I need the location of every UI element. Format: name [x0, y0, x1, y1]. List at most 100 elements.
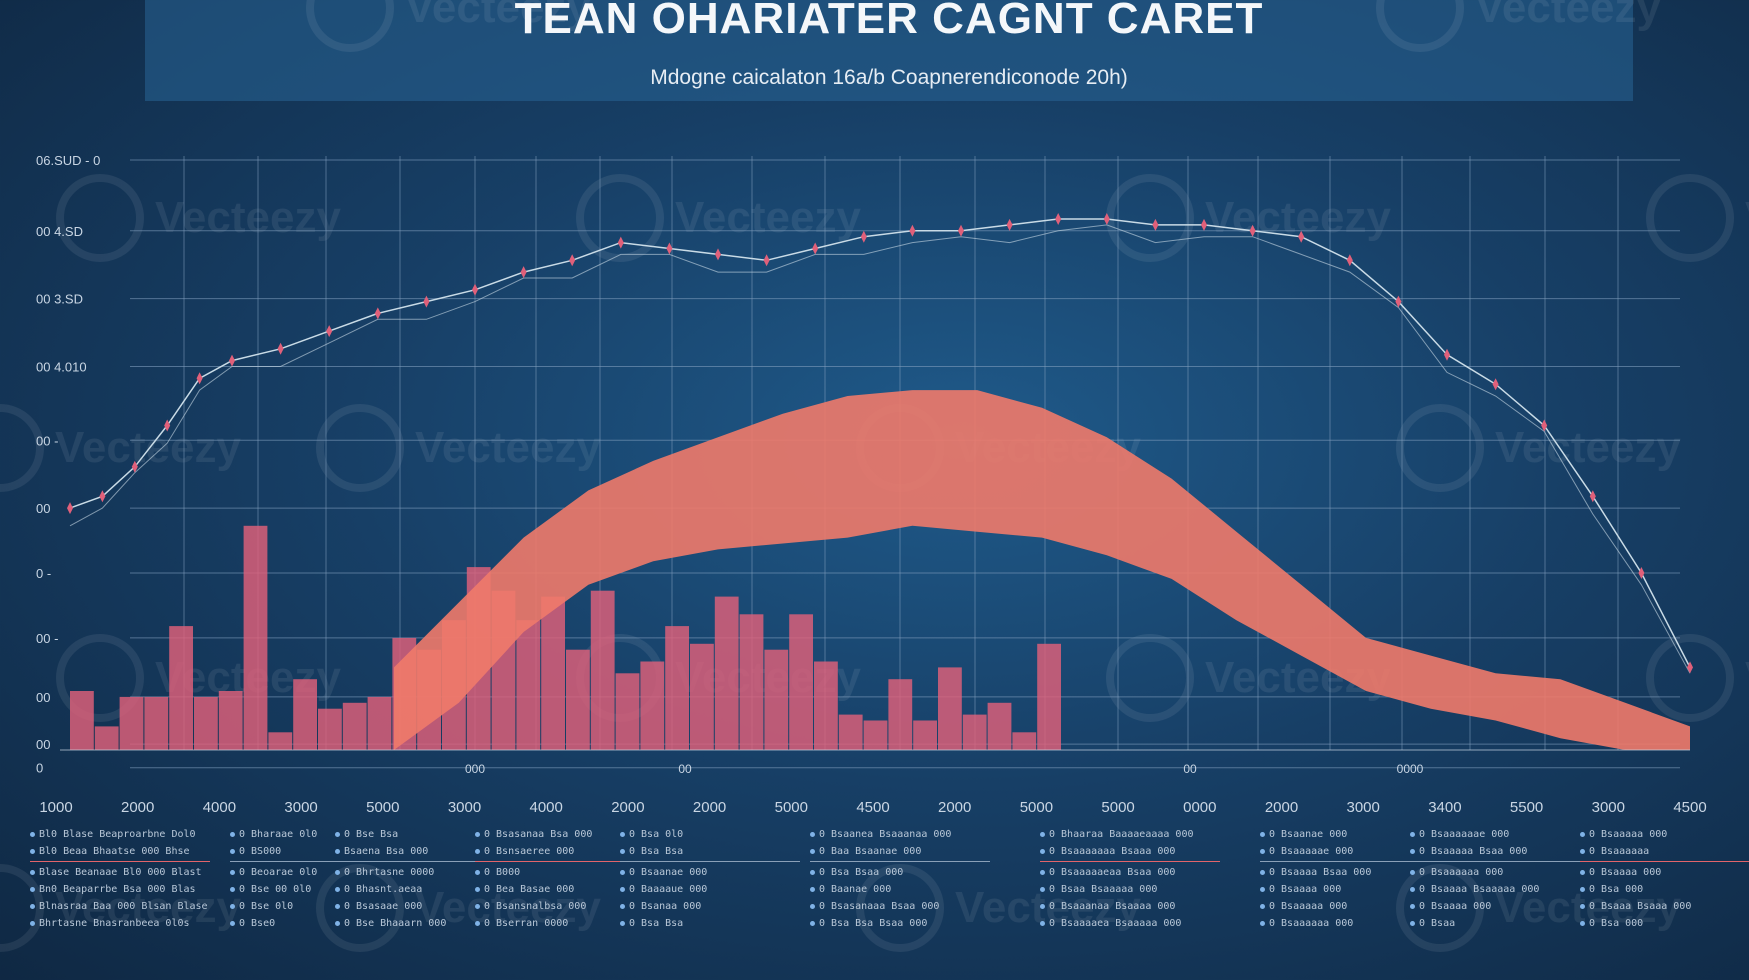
x-tick-label: 5000 [366, 799, 399, 816]
footer-row-text: 0 Baa Bsaanae 000 [819, 846, 922, 857]
line-point [763, 254, 770, 267]
chart-title: TEAN OHARIATER CAGNT CARET [514, 0, 1264, 43]
bar [938, 667, 962, 750]
bullet-icon [620, 886, 625, 892]
footer-row: 0 Bharaae 0l0 [230, 826, 410, 843]
footer-column: Bl0 Blase Beaproarbne Dol0 Bl0 Beaa Bhaat… [30, 826, 210, 932]
bullet-icon [810, 920, 815, 926]
footer-divider [1260, 861, 1440, 862]
line-point [196, 372, 203, 385]
watermark-logo-icon [1106, 634, 1194, 722]
footer-row-text: Bl0 Beaa Bhaatse 000 Bhse [39, 846, 190, 857]
footer-row: 0 Bhaaraa Baaaaeaaaa 000 [1040, 826, 1220, 843]
x-tick-label: 2000 [693, 799, 726, 816]
footer-row-text: 0 Bhrtasne 0000 [344, 867, 435, 878]
watermark-mark: Vecteezy [1646, 174, 1749, 262]
footer-row: 0 Beoarae 0l0 [230, 864, 410, 881]
bar [268, 732, 293, 750]
footer-row: 0 Bsaaanaa Bsaaaa 000 [1040, 898, 1220, 915]
bullet-icon [1260, 831, 1265, 837]
watermark-text: Vecteezy [55, 423, 241, 472]
line-point [277, 342, 284, 355]
footer-divider [1580, 861, 1749, 862]
bullet-icon [1040, 848, 1045, 854]
watermark-mark: Vecteezy [1376, 0, 1661, 52]
footer-row-text: 0 B000 [484, 867, 521, 878]
x-tick-label: 3400 [1428, 799, 1461, 816]
bullet-icon [1410, 848, 1415, 854]
x-tick-label: 5000 [1020, 799, 1053, 816]
footer-column: 0 Bsaaaaa 000 0 Bsaaaaaa 0 Bsaaaa 000 0 Bsa… [1580, 826, 1749, 932]
watermark-logo-icon [316, 404, 404, 492]
bar [590, 590, 615, 750]
y-tick-label: 00 - [36, 631, 58, 646]
bar [814, 661, 838, 750]
watermark-mark: Vecteezy [576, 174, 861, 262]
y-tick-label: 00 4.010 [36, 360, 87, 375]
footer-row: 0 Bsansnalbsa 000 [475, 898, 655, 915]
bar [119, 696, 144, 750]
footer-row-text: 0 Bsaaaa 000 [1269, 884, 1342, 895]
footer-row: Bl0 Beaa Bhaatse 000 Bhse [30, 843, 210, 860]
bar [194, 696, 218, 750]
bar [318, 708, 342, 750]
footer-divider [620, 861, 800, 862]
bullet-icon [620, 831, 625, 837]
watermark-logo-icon [56, 634, 144, 722]
bullet-icon [475, 869, 480, 875]
footer-row: 0 Bsa 0l0 [620, 826, 800, 843]
footer-row: 0 Bsaaaaae 000 [1260, 843, 1440, 860]
watermark-logo-icon [576, 174, 664, 262]
footer-row: 0 Bsaaaaa Bsaa 000 [1410, 843, 1590, 860]
footer-divider [1040, 861, 1220, 862]
bullet-icon [620, 848, 625, 854]
footer-row: 0 Bsasaae 000 [335, 898, 515, 915]
bar [987, 702, 1012, 750]
bullet-icon [1410, 831, 1415, 837]
footer-row: 0 Bhasnt.aeaa [335, 881, 515, 898]
footer-row: 0 Bsanaa 000 [620, 898, 800, 915]
x-tick-label-top: 0000 [1397, 762, 1424, 776]
footer-row-text: 0 Bsasaae 000 [344, 901, 423, 912]
bullet-icon [230, 920, 235, 926]
footer-row-text: 0 Bse Bhaaarn 000 [344, 918, 447, 929]
bullet-icon [230, 869, 235, 875]
footer-column: 0 Bhaaraa Baaaaeaaaa 000 0 Bsaaaaaaa Bsaa… [1040, 826, 1220, 932]
bullet-icon [230, 848, 235, 854]
footer-divider [810, 861, 990, 862]
footer-row-text: 0 Bsa Bsa [629, 918, 684, 929]
bullet-icon [30, 903, 35, 909]
x-tick-label: 4500 [1673, 799, 1706, 816]
bullet-icon [1040, 886, 1045, 892]
x-tick-label: 2000 [611, 799, 644, 816]
footer-row-text: 0 Bsaaaaaaa Bsaaa 000 [1049, 846, 1176, 857]
bullet-icon [335, 903, 340, 909]
footer-row-text: 0 Bsasanaa Bsa 000 [484, 829, 593, 840]
footer-row-text: 0 Bse Bsa [344, 829, 399, 840]
x-tick-label-top: 000 [465, 762, 485, 776]
footer-row: 0 Baaaaue 000 [620, 881, 800, 898]
footer-row-text: 0 Bsnsaeree 000 [484, 846, 575, 857]
bullet-icon [1040, 831, 1045, 837]
line-point [131, 460, 138, 473]
bullet-icon [30, 869, 35, 875]
line-point [520, 266, 527, 279]
footer-column: 0 Bsaaaaaae 000 0 Bsaaaaa Bsaa 000 0 Bsaaa… [1410, 826, 1590, 932]
footer-row-text: 0 Bsaaaaea Bsaaaaa 000 [1049, 918, 1182, 929]
line-point [423, 295, 430, 308]
footer-row: 0 Bsaa Bsaaaaa 000 [1040, 881, 1220, 898]
footer-row-text: Bn0 Beaparrbe Bsa 000 Blas [39, 884, 196, 895]
footer-row: 0 Bsa 000 [1580, 915, 1749, 932]
footer-row: 0 Bsaanae 000 [1260, 826, 1440, 843]
line-point [99, 490, 106, 503]
footer-row-text: 0 Bsaaaaa 000 [1269, 901, 1348, 912]
x-tick-label: 5000 [1101, 799, 1134, 816]
footer-row: 0 Bse0 [230, 915, 410, 932]
footer-row: Blnasraa Baa 000 Blsan Blase [30, 898, 210, 915]
bar [789, 614, 813, 750]
title-band: TEAN OHARIATER CAGNT CARET Mdogne caical… [145, 0, 1633, 101]
bullet-icon [475, 848, 480, 854]
bullet-icon [1260, 920, 1265, 926]
bullet-icon [810, 848, 815, 854]
footer-row: 0 Bsaa [1410, 915, 1590, 932]
